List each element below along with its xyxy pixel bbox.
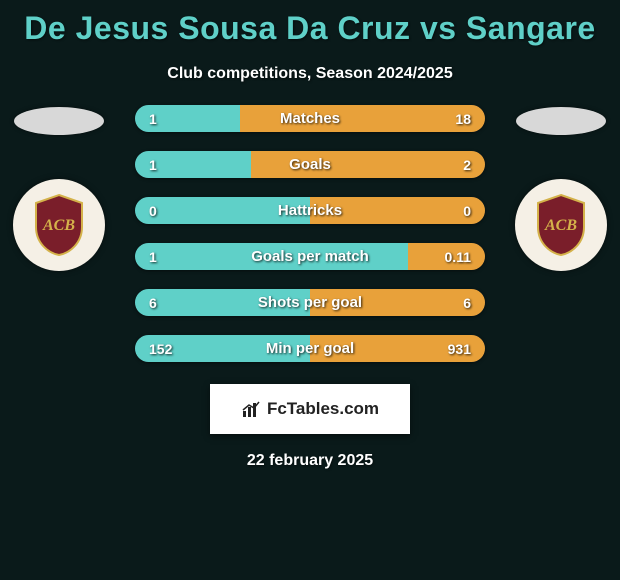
stat-row: Min per goal152931 xyxy=(135,335,485,362)
page-title: De Jesus Sousa Da Cruz vs Sangare xyxy=(0,0,620,47)
stat-row: Goals12 xyxy=(135,151,485,178)
svg-text:ACB: ACB xyxy=(544,217,577,234)
player-left-column: ACB xyxy=(4,105,114,271)
stat-value-right: 0 xyxy=(449,197,485,224)
stat-seg-left xyxy=(135,243,408,270)
player-right-club-badge: ACB xyxy=(515,179,607,271)
brand-footer: FcTables.com xyxy=(210,384,410,434)
subtitle: Club competitions, Season 2024/2025 xyxy=(0,65,620,83)
comparison-panel: ACB ACB Matches118Goals12Hattricks00Goal… xyxy=(0,105,620,362)
shield-icon: ACB xyxy=(32,193,86,257)
player-left-photo-placeholder xyxy=(14,107,104,135)
player-left-club-badge: ACB xyxy=(13,179,105,271)
stat-value-left: 0 xyxy=(135,197,171,224)
stat-row: Hattricks00 xyxy=(135,197,485,224)
stat-value-right: 931 xyxy=(434,335,485,362)
chart-icon xyxy=(241,399,261,419)
stat-row: Matches118 xyxy=(135,105,485,132)
stat-value-right: 18 xyxy=(441,105,485,132)
player-right-column: ACB xyxy=(506,105,616,271)
stat-value-left: 6 xyxy=(135,289,171,316)
stat-value-right: 0.11 xyxy=(431,243,485,270)
brand-text: FcTables.com xyxy=(267,399,379,419)
stat-value-left: 152 xyxy=(135,335,186,362)
svg-text:ACB: ACB xyxy=(42,217,75,234)
stat-bars: Matches118Goals12Hattricks00Goals per ma… xyxy=(135,105,485,362)
stat-value-left: 1 xyxy=(135,105,171,132)
stat-row: Goals per match10.11 xyxy=(135,243,485,270)
stat-value-right: 2 xyxy=(449,151,485,178)
player-right-photo-placeholder xyxy=(516,107,606,135)
stat-value-right: 6 xyxy=(449,289,485,316)
shield-icon: ACB xyxy=(534,193,588,257)
date-text: 22 february 2025 xyxy=(0,452,620,470)
stat-value-left: 1 xyxy=(135,243,171,270)
stat-row: Shots per goal66 xyxy=(135,289,485,316)
stat-value-left: 1 xyxy=(135,151,171,178)
